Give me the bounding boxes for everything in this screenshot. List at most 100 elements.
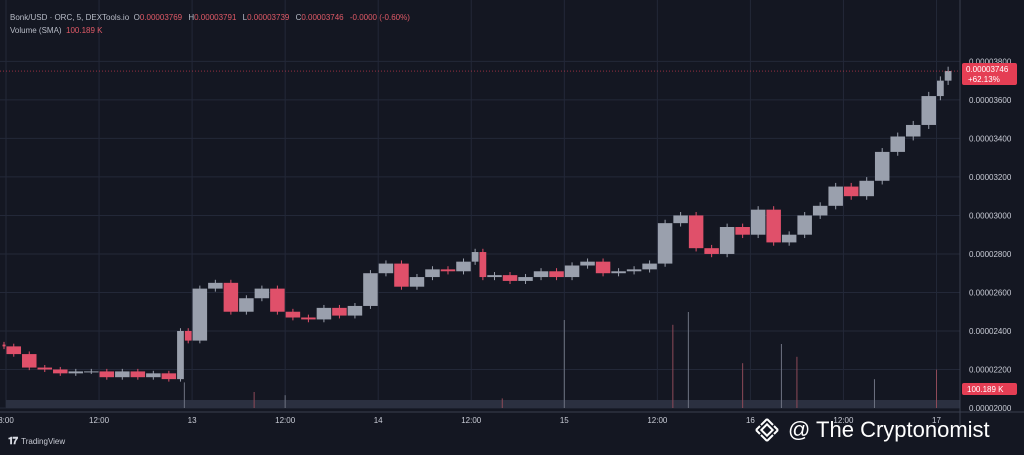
candle-body bbox=[797, 215, 812, 235]
high-value: 0.00003791 bbox=[194, 13, 237, 22]
candle-body bbox=[890, 136, 905, 152]
x-tick-label: 12:00 bbox=[275, 416, 296, 425]
tradingview-icon: 𝟏𝟕 bbox=[8, 436, 18, 447]
axes: 0.00003800 0.00003600 0.00003400 0.00003200… bbox=[0, 0, 1024, 430]
candle-body bbox=[425, 269, 440, 278]
change-value: -0.0000 (-0.60%) bbox=[349, 13, 410, 22]
y-tick-label: 0.00003000 bbox=[969, 211, 1012, 220]
volume-label[interactable]: Volume (SMA) bbox=[10, 26, 62, 35]
candle-body bbox=[642, 263, 657, 270]
candle-body bbox=[502, 275, 518, 281]
candle-body bbox=[301, 317, 316, 320]
candle-body bbox=[177, 330, 184, 380]
tradingview-label: TradingView bbox=[21, 437, 66, 446]
candle-body bbox=[657, 223, 673, 264]
candle-body bbox=[781, 234, 797, 243]
candle-body bbox=[487, 275, 502, 278]
candle-body bbox=[363, 273, 378, 306]
candle-body bbox=[766, 209, 781, 243]
candle-body bbox=[471, 252, 479, 262]
candle-body bbox=[549, 271, 564, 278]
candle-body bbox=[146, 373, 161, 378]
volume-badge-value: 100.189 K bbox=[967, 385, 1004, 394]
y-tick-label: 0.00002800 bbox=[969, 250, 1012, 259]
watermark-text: @ The Cryptonomist bbox=[788, 417, 990, 442]
candle-body bbox=[161, 373, 177, 380]
candle-body bbox=[130, 371, 146, 378]
candle-body bbox=[611, 271, 626, 274]
candle-body bbox=[859, 180, 874, 197]
x-tick-label: 17 bbox=[932, 416, 941, 425]
candle-body bbox=[456, 261, 471, 272]
y-tick-label: 0.00002200 bbox=[969, 365, 1012, 374]
candle-body bbox=[99, 371, 115, 378]
candle-body bbox=[874, 151, 890, 181]
candle-body bbox=[595, 261, 611, 274]
candle-body bbox=[812, 205, 828, 216]
x-tick-label: 12:00 bbox=[89, 416, 110, 425]
binance-diamond-icon bbox=[755, 418, 779, 442]
candle-body bbox=[22, 354, 37, 368]
candle-body bbox=[518, 277, 533, 281]
candle-body bbox=[254, 288, 270, 299]
candle-body bbox=[184, 330, 192, 341]
candle-body bbox=[270, 288, 285, 312]
candle-body bbox=[688, 215, 704, 249]
candle-body bbox=[53, 369, 68, 374]
y-tick-label: 0.00002600 bbox=[969, 288, 1012, 297]
volume-bars bbox=[6, 312, 960, 408]
candle-body bbox=[944, 71, 952, 81]
candle-body bbox=[394, 263, 409, 287]
candle-body bbox=[285, 311, 301, 318]
candle-body bbox=[719, 227, 735, 254]
price-badge-value: 0.00003746 bbox=[966, 65, 1009, 74]
y-tick-label: 0.00003600 bbox=[969, 96, 1012, 105]
candle-body bbox=[84, 371, 99, 373]
x-tick-label: 12:00 bbox=[833, 416, 854, 425]
candle-body bbox=[208, 282, 223, 289]
symbol-label[interactable]: Bonk/USD · ORC, 5, DEXTools.io bbox=[10, 13, 130, 22]
x-tick-label: 12:00 bbox=[461, 416, 482, 425]
open-value: 0.00003769 bbox=[139, 13, 183, 22]
candle-body bbox=[673, 215, 688, 224]
candle-body bbox=[843, 186, 859, 197]
candle-body bbox=[378, 263, 394, 274]
candle-body bbox=[735, 227, 750, 235]
candle-body bbox=[440, 269, 456, 272]
y-tick-label: 0.00003800 bbox=[969, 57, 1012, 66]
x-tick-label: 16 bbox=[746, 416, 755, 425]
candle-body bbox=[828, 186, 843, 206]
candle-body bbox=[37, 367, 53, 370]
candle-body bbox=[6, 346, 22, 355]
ohlc-row: Bonk/USD · ORC, 5, DEXTools.io O0.000037… bbox=[10, 12, 414, 24]
candle-body bbox=[332, 307, 347, 316]
y-tick-label: 0.00003400 bbox=[969, 134, 1012, 143]
candle-body bbox=[479, 252, 487, 278]
candle-body bbox=[626, 269, 642, 272]
candle-body bbox=[192, 288, 208, 341]
tradingview-logo[interactable]: 𝟏𝟕 TradingView bbox=[8, 436, 65, 447]
price-badges: 0.00003746+62.13% 100.189 K bbox=[0, 63, 1017, 395]
price-badge-change: +62.13% bbox=[968, 75, 1000, 84]
candle-body bbox=[347, 305, 363, 316]
candle-body bbox=[921, 96, 936, 125]
open-label: O bbox=[133, 13, 140, 22]
chart-legend: Bonk/USD · ORC, 5, DEXTools.io O0.000037… bbox=[10, 12, 414, 37]
candle-body bbox=[580, 261, 595, 266]
y-tick-label: 0.00003200 bbox=[969, 173, 1012, 182]
candle-body bbox=[750, 209, 766, 235]
candle-body bbox=[564, 265, 580, 278]
candle-body bbox=[905, 124, 921, 137]
close-value: 0.00003746 bbox=[301, 13, 344, 22]
high-label: H bbox=[188, 13, 195, 22]
volume-row: Volume (SMA) 100.189 K bbox=[10, 25, 414, 37]
x-tick-label: 14 bbox=[374, 416, 383, 425]
candle-body bbox=[223, 282, 239, 312]
close-label: C bbox=[295, 13, 302, 22]
candle-body bbox=[936, 80, 944, 97]
y-tick-label: 0.00002400 bbox=[969, 327, 1012, 336]
price-candles bbox=[2, 66, 952, 382]
price-badge bbox=[962, 63, 1017, 86]
low-value: 0.00003739 bbox=[247, 13, 290, 22]
